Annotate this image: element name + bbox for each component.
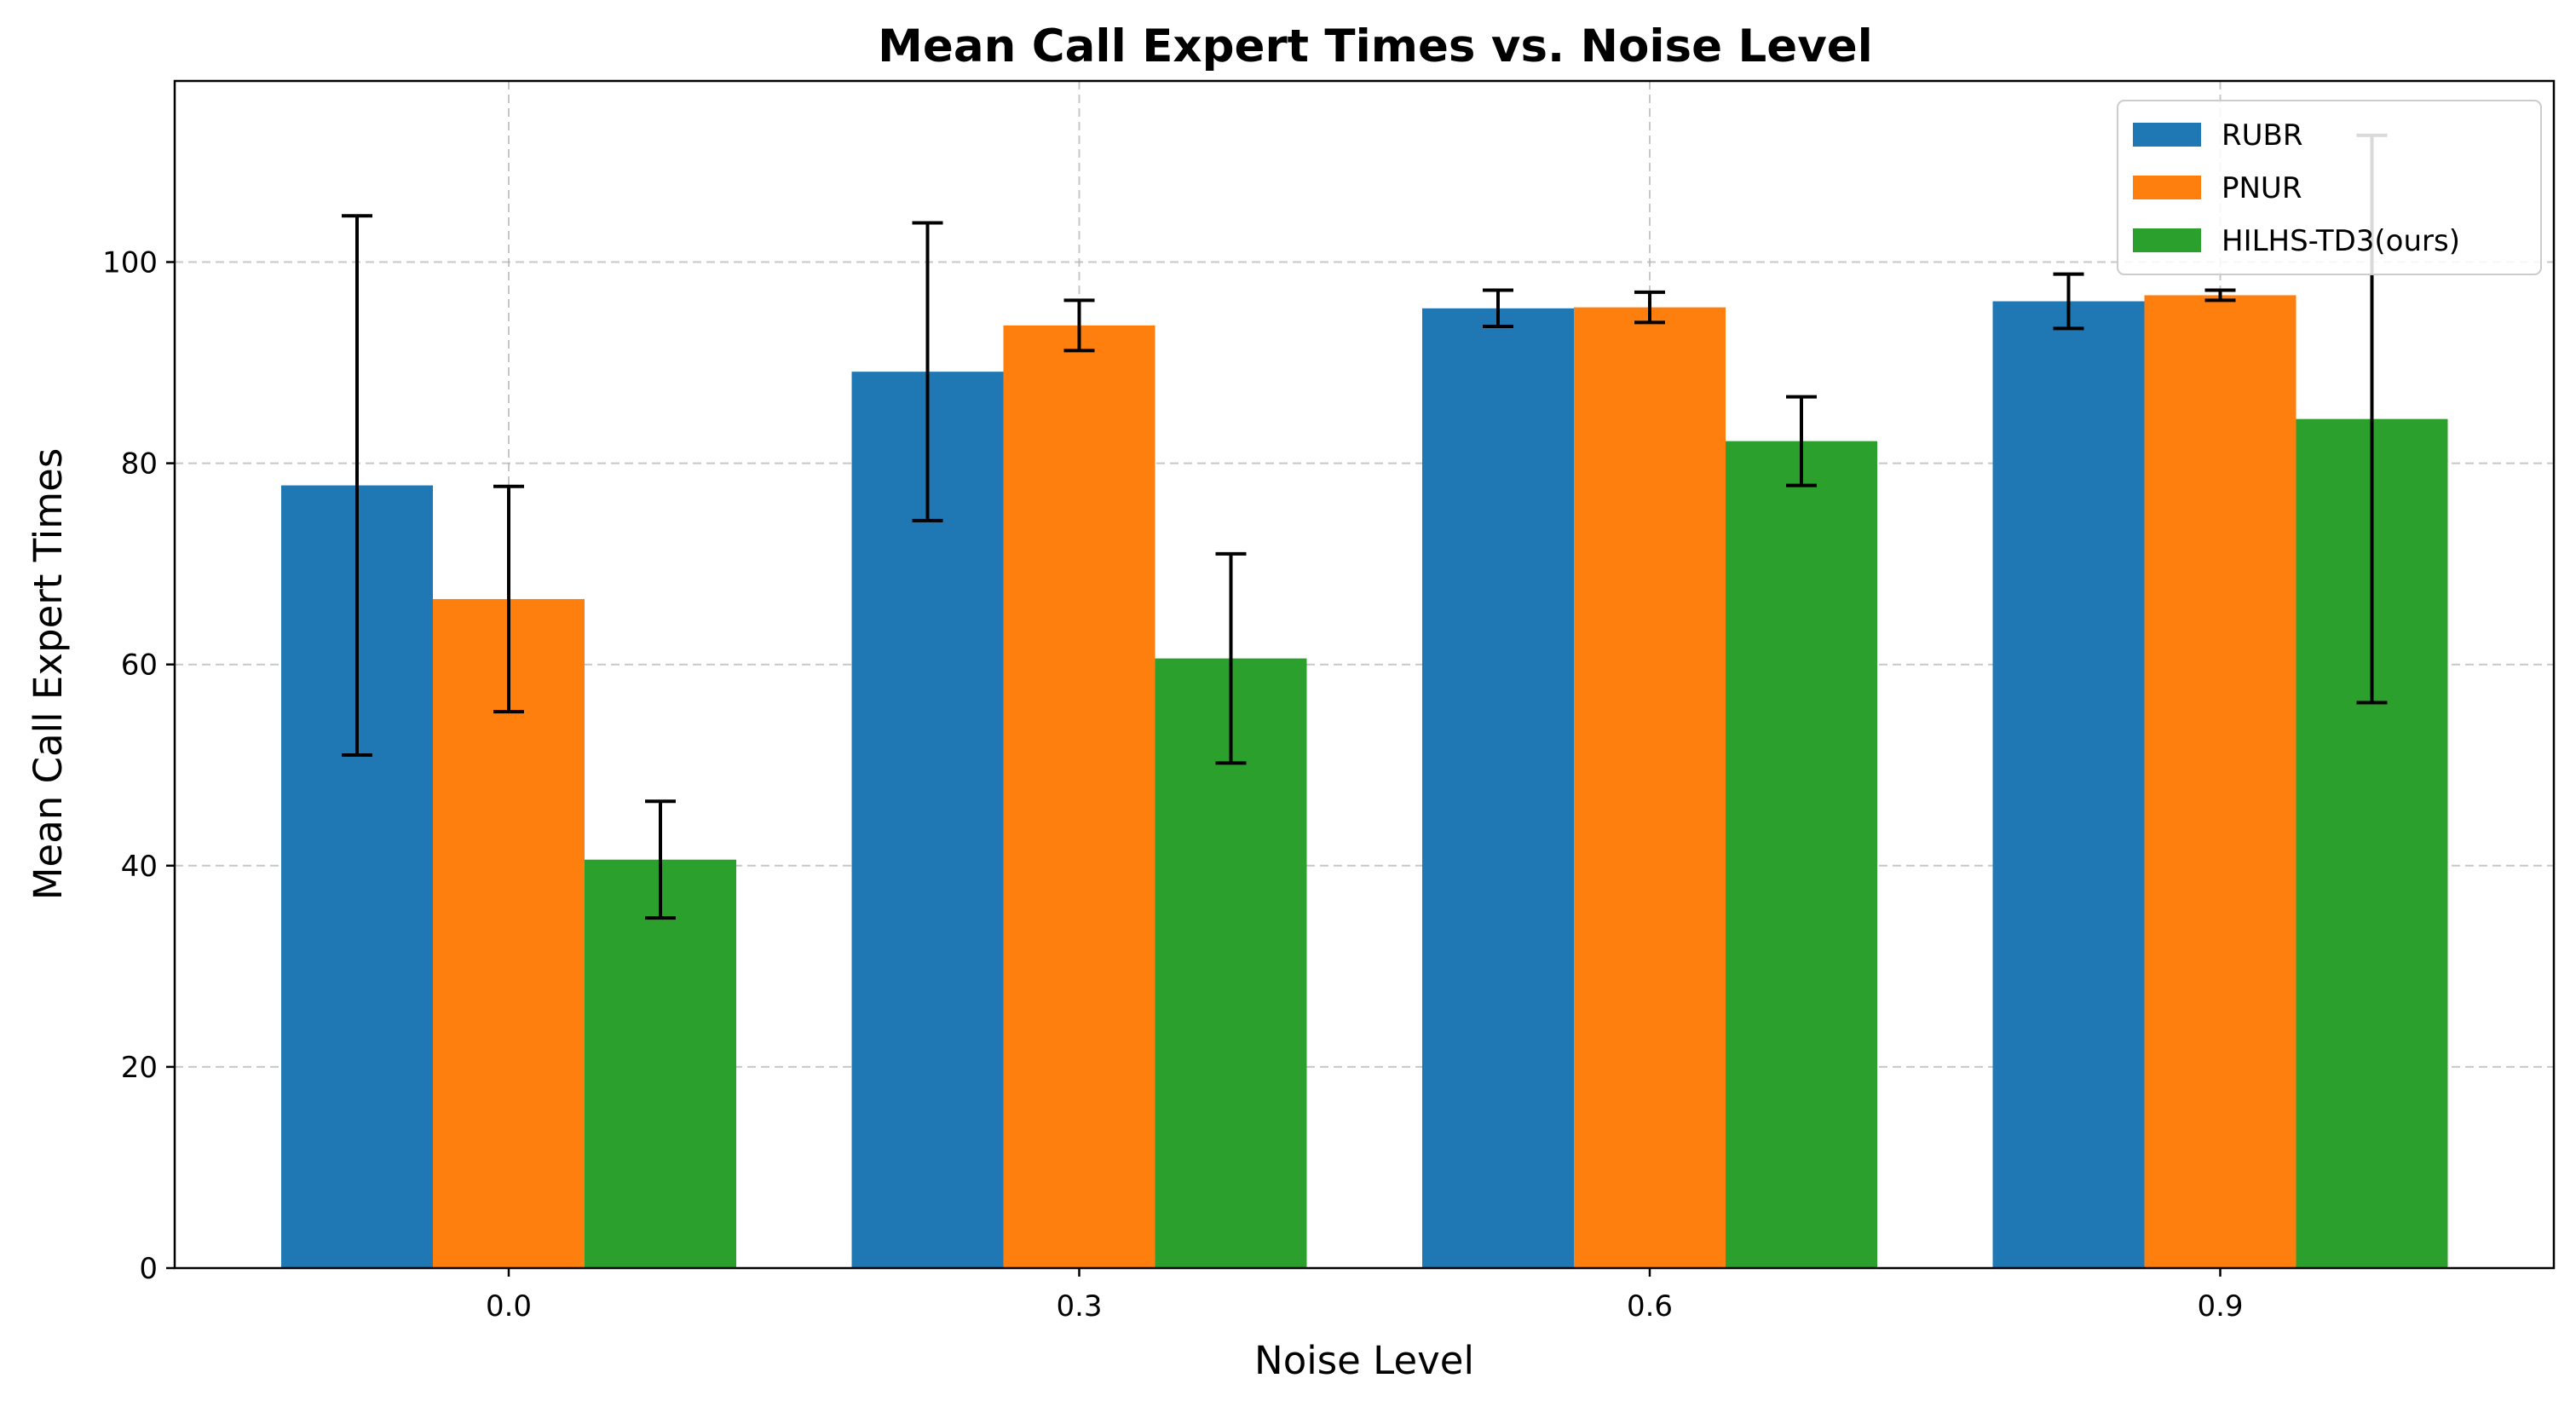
bar-pnur-0.3 bbox=[1003, 325, 1155, 1269]
error-bar bbox=[1634, 290, 1665, 325]
error-bar bbox=[2053, 272, 2084, 331]
legend-swatch bbox=[2133, 123, 2201, 147]
error-bar bbox=[1483, 288, 1513, 329]
error-bar bbox=[1786, 395, 1817, 487]
legend-swatch bbox=[2133, 176, 2201, 199]
error-bar bbox=[342, 214, 372, 757]
legend-swatch bbox=[2133, 228, 2201, 252]
y-tick-label: 20 bbox=[121, 1051, 158, 1085]
legend-label: PNUR bbox=[2222, 171, 2302, 205]
error-bar bbox=[1215, 551, 1247, 765]
x-axis-ticks: 0.0 0.3 0.6 0.9 bbox=[486, 1268, 2244, 1323]
x-tick-label: 0.0 bbox=[486, 1289, 532, 1323]
chart-title: Mean Call Expert Times vs. Noise Level bbox=[878, 20, 1873, 72]
x-axis-label: Noise Level bbox=[1254, 1338, 1474, 1383]
legend-label: RUBR bbox=[2222, 118, 2302, 153]
bar-hilhs-td3-ours-0.6 bbox=[1726, 441, 1877, 1268]
legend-box bbox=[2117, 100, 2542, 275]
bar-pnur-0.9 bbox=[2144, 295, 2297, 1269]
y-axis-ticks: 0 20 40 60 80 100 bbox=[102, 245, 175, 1286]
y-tick-label: 0 bbox=[139, 1252, 158, 1286]
error-bar bbox=[912, 221, 943, 522]
x-tick-label: 0.3 bbox=[1056, 1289, 1102, 1323]
bar-hilhs-td3-ours-0.0 bbox=[585, 859, 736, 1268]
legend-label: HILHS-TD3(ours) bbox=[2222, 224, 2460, 258]
error-bar bbox=[645, 799, 676, 920]
y-tick-label: 80 bbox=[121, 447, 158, 481]
y-tick-label: 40 bbox=[121, 850, 158, 884]
y-tick-label: 100 bbox=[102, 245, 158, 280]
bar-rubr-0.9 bbox=[1992, 301, 2145, 1268]
y-axis-label: Mean Call Expert Times bbox=[26, 448, 71, 901]
error-bar bbox=[493, 484, 524, 714]
plot-frame bbox=[173, 79, 2556, 1270]
bar-pnur-0.6 bbox=[1574, 307, 1726, 1269]
bar-rubr-0.6 bbox=[1422, 308, 1574, 1268]
error-bar bbox=[2204, 288, 2236, 303]
y-tick-label: 60 bbox=[121, 649, 158, 683]
error-bar bbox=[1063, 298, 1095, 353]
x-tick-label: 0.6 bbox=[1627, 1289, 1673, 1323]
legend: RUBR PNUR HILHS-TD3(ours) bbox=[2117, 100, 2542, 275]
bars bbox=[281, 295, 2448, 1269]
x-tick-label: 0.9 bbox=[2197, 1289, 2243, 1323]
